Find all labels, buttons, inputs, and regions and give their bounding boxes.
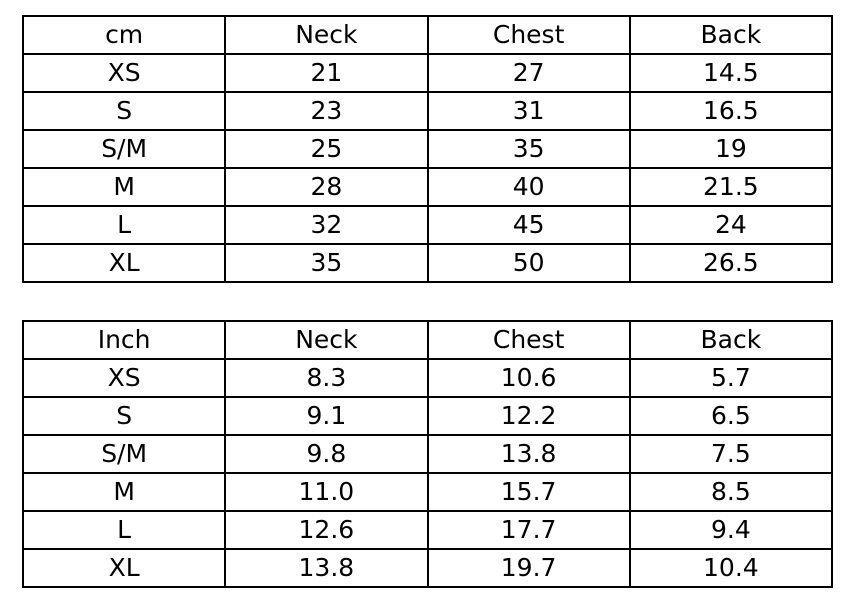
column-header-cell: Chest — [426, 15, 631, 55]
column-header-cell: Back — [628, 15, 834, 55]
measurement-cell: 7.5 — [628, 434, 834, 474]
measurement-cell: 24 — [628, 205, 834, 245]
measurement-cell: 16.5 — [628, 91, 834, 131]
measurement-cell: 50 — [426, 243, 631, 283]
measurement-cell: 11.0 — [224, 472, 429, 512]
measurement-cell: 10.6 — [426, 358, 631, 398]
measurement-cell: 10.4 — [628, 548, 834, 588]
measurement-cell: 8.3 — [224, 358, 429, 398]
measurement-cell: 8.5 — [628, 472, 834, 512]
measurement-cell: 28 — [224, 167, 429, 207]
column-header-cell: Neck — [224, 15, 429, 55]
measurement-cell: 21.5 — [628, 167, 834, 207]
table-row: S/M 25 35 19 — [21, 129, 834, 169]
table-row: XL 35 50 26.5 — [21, 243, 834, 283]
size-label-cell: XL — [21, 548, 227, 588]
measurement-cell: 9.8 — [224, 434, 429, 474]
table-row: S/M 9.8 13.8 7.5 — [21, 434, 834, 474]
size-label-cell: M — [21, 472, 227, 512]
measurement-cell: 31 — [426, 91, 631, 131]
measurement-cell: 15.7 — [426, 472, 631, 512]
header-row: Inch Neck Chest Back — [21, 320, 834, 360]
measurement-cell: 14.5 — [628, 53, 834, 93]
column-header-cell: Neck — [224, 320, 429, 360]
measurement-cell: 27 — [426, 53, 631, 93]
table-row: XL 13.8 19.7 10.4 — [21, 548, 834, 588]
size-label-cell: S/M — [21, 129, 227, 169]
size-label-cell: L — [21, 510, 227, 550]
measurement-cell: 19.7 — [426, 548, 631, 588]
size-label-cell: XL — [21, 243, 227, 283]
measurement-cell: 25 — [224, 129, 429, 169]
measurement-cell: 12.2 — [426, 396, 631, 436]
unit-header-cell: cm — [21, 15, 227, 55]
measurement-cell: 6.5 — [628, 396, 834, 436]
size-label-cell: S — [21, 91, 227, 131]
size-label-cell: M — [21, 167, 227, 207]
measurement-cell: 13.8 — [426, 434, 631, 474]
measurement-cell: 19 — [628, 129, 834, 169]
table-row: M 28 40 21.5 — [21, 167, 834, 207]
size-chart-page: cm Neck Chest Back XS 21 27 14.5 S 23 31 16.5 S/M 25 3… — [21, 15, 834, 588]
measurement-cell: 12.6 — [224, 510, 429, 550]
header-row: cm Neck Chest Back — [21, 15, 834, 55]
measurement-cell: 9.4 — [628, 510, 834, 550]
size-label-cell: XS — [21, 53, 227, 93]
measurement-cell: 17.7 — [426, 510, 631, 550]
table-row: L 12.6 17.7 9.4 — [21, 510, 834, 550]
size-table-cm: cm Neck Chest Back XS 21 27 14.5 S 23 31 16.5 S/M 25 3… — [21, 15, 834, 283]
table-row: XS 21 27 14.5 — [21, 53, 834, 93]
measurement-cell: 35 — [224, 243, 429, 283]
size-table-inch: Inch Neck Chest Back XS 8.3 10.6 5.7 S 9.1 12.2 6.5… — [21, 320, 834, 588]
measurement-cell: 32 — [224, 205, 429, 245]
measurement-cell: 13.8 — [224, 548, 429, 588]
column-header-cell: Back — [628, 320, 834, 360]
table-row: S 9.1 12.2 6.5 — [21, 396, 834, 436]
table-row: M 11.0 15.7 8.5 — [21, 472, 834, 512]
size-label-cell: S/M — [21, 434, 227, 474]
measurement-cell: 5.7 — [628, 358, 834, 398]
column-header-cell: Chest — [426, 320, 631, 360]
table-row: S 23 31 16.5 — [21, 91, 834, 131]
measurement-cell: 26.5 — [628, 243, 834, 283]
measurement-cell: 21 — [224, 53, 429, 93]
measurement-cell: 35 — [426, 129, 631, 169]
measurement-cell: 9.1 — [224, 396, 429, 436]
measurement-cell: 45 — [426, 205, 631, 245]
table-row: L 32 45 24 — [21, 205, 834, 245]
measurement-cell: 40 — [426, 167, 631, 207]
size-label-cell: XS — [21, 358, 227, 398]
size-label-cell: L — [21, 205, 227, 245]
size-label-cell: S — [21, 396, 227, 436]
unit-header-cell: Inch — [21, 320, 227, 360]
measurement-cell: 23 — [224, 91, 429, 131]
table-row: XS 8.3 10.6 5.7 — [21, 358, 834, 398]
